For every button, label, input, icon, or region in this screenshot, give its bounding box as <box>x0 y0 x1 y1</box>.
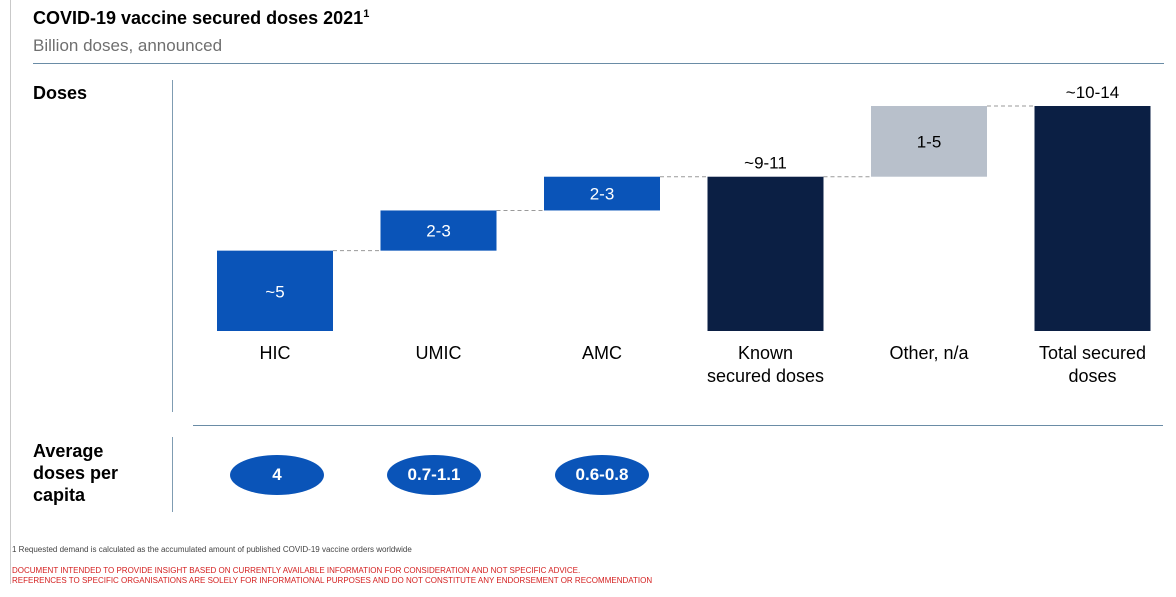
per-capita-bubble-amc: 0.6-0.8 <box>555 455 649 495</box>
per-capita-section-divider <box>172 437 173 512</box>
data-label: ~5 <box>265 282 284 301</box>
category-label: secured doses <box>707 366 824 386</box>
data-label: ~9-11 <box>744 154 787 173</box>
category-label: Total secured <box>1039 343 1146 363</box>
per-capita-value: 0.7-1.1 <box>407 465 461 484</box>
data-label: ~10-14 <box>1066 83 1119 102</box>
category-label: AMC <box>582 343 622 363</box>
data-label: 2-3 <box>426 222 451 241</box>
chart-subtitle: Billion doses, announced <box>33 36 223 55</box>
section-divider <box>193 425 1163 426</box>
footnote: 1 Requested demand is calculated as the … <box>12 545 412 554</box>
bar <box>380 210 497 251</box>
per-capita-section-label: Average doses per capita <box>33 441 119 505</box>
category-label: HIC <box>260 343 291 363</box>
data-label: 1-5 <box>917 132 942 151</box>
category-label: doses <box>1068 366 1116 386</box>
doses-section-label: Doses <box>33 83 88 103</box>
per-capita-bubble-umic: 0.7-1.1 <box>387 455 481 495</box>
header-divider <box>33 63 1164 64</box>
per-capita-value: 0.6-0.8 <box>575 465 629 484</box>
bar <box>871 106 987 177</box>
bar <box>217 250 333 331</box>
bar <box>1034 106 1151 331</box>
chart-title: COVID-19 vaccine secured doses 20211 <box>33 8 370 28</box>
category-label: Other, n/a <box>889 343 969 363</box>
title-footnote-marker: 1 <box>363 8 370 20</box>
left-edge-rule <box>10 0 11 584</box>
category-label: UMIC <box>416 343 462 363</box>
per-capita-value: 4 <box>272 465 282 484</box>
bar <box>707 176 824 331</box>
category-label: Known <box>738 343 793 363</box>
doses-section-divider <box>172 80 173 412</box>
waterfall-chart: ~5 HIC 2-3 UMIC 2-3 AMC ~9-11 Known secured dose… <box>217 83 1151 386</box>
data-label: 2-3 <box>590 185 615 204</box>
disclaimer-line-1: DOCUMENT INTENDED TO PROVIDE INSIGHT BAS… <box>12 566 581 575</box>
bar <box>544 176 660 211</box>
per-capita-bubble-hic: 4 <box>230 455 324 495</box>
disclaimer-line-2: REFERENCES TO SPECIFIC ORGANISATIONS ARE… <box>12 576 653 585</box>
